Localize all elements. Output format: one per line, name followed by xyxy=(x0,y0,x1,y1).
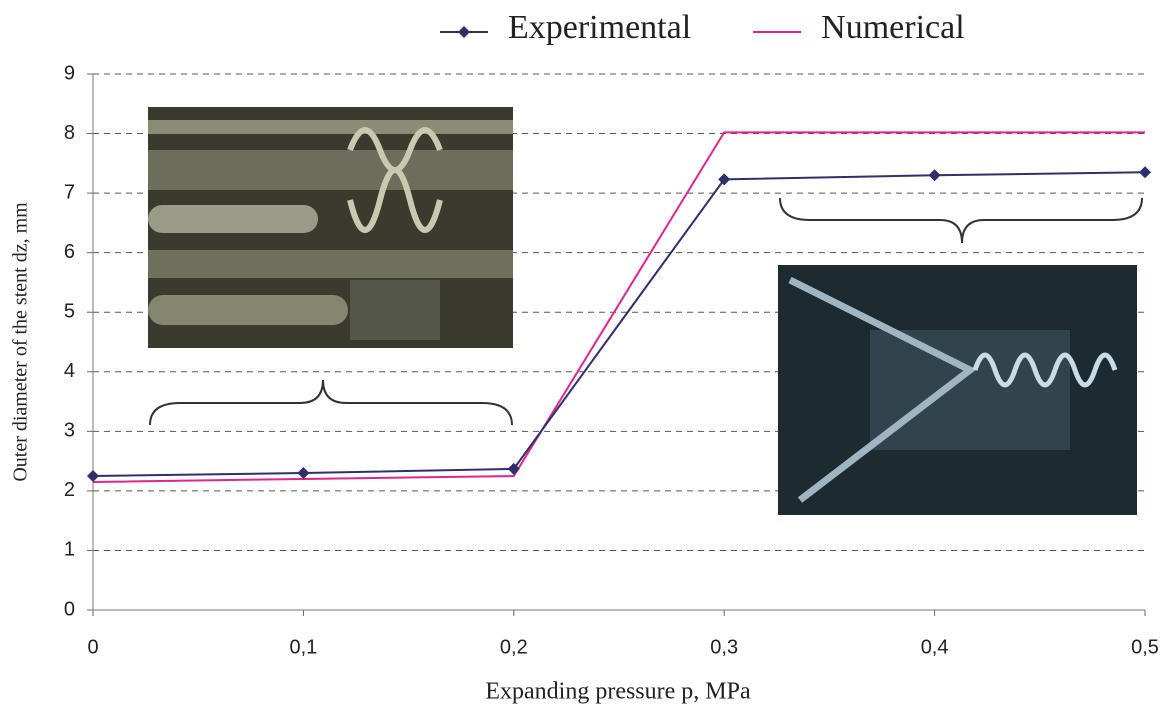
brace-right xyxy=(780,198,1142,243)
y-tick-label: 7 xyxy=(64,181,75,203)
legend-label: Experimental xyxy=(508,9,691,46)
x-tick-label: 0 xyxy=(87,636,98,658)
photos xyxy=(148,107,1137,515)
x-tick-label: 0,2 xyxy=(500,636,528,658)
legend-label: Numerical xyxy=(821,9,965,46)
y-tick-label: 9 xyxy=(64,62,75,84)
legend: Experimental Numerical xyxy=(440,9,965,46)
marker xyxy=(87,470,99,482)
marker xyxy=(929,169,941,181)
marker xyxy=(297,467,309,479)
y-tick-label: 0 xyxy=(64,598,75,620)
y-tick-label: 2 xyxy=(64,479,75,501)
x-tick-label: 0,5 xyxy=(1131,636,1159,658)
y-tick-label: 3 xyxy=(64,420,75,442)
photo-unexpanded xyxy=(148,107,513,348)
y-tick-label: 6 xyxy=(64,241,75,263)
y-tick-label: 5 xyxy=(64,301,75,323)
y-tick-label: 8 xyxy=(64,122,75,144)
x-tick-label: 0,4 xyxy=(921,636,949,658)
legend-item: Experimental xyxy=(440,9,691,46)
y-tick-label: 1 xyxy=(64,539,75,561)
legend-item: Numerical xyxy=(753,9,965,46)
y-tick-label: 4 xyxy=(64,360,75,382)
x-axis-title: Expanding pressure p, MPa xyxy=(485,679,751,705)
chart: 0 1 2 3 4 5 6 7 8 9 0 0,1 0,2 0,3 0,4 0,5 Experimental N… xyxy=(0,0,1173,709)
x-tick-label: 0,1 xyxy=(289,636,317,658)
x-tick-label: 0,3 xyxy=(710,636,738,658)
brace-left xyxy=(150,380,512,425)
y-axis-title: Outer diameter of the stent dz, mm xyxy=(10,202,32,482)
legend-marker xyxy=(458,26,470,38)
marker xyxy=(1139,166,1151,178)
photo-expanded xyxy=(778,265,1137,515)
